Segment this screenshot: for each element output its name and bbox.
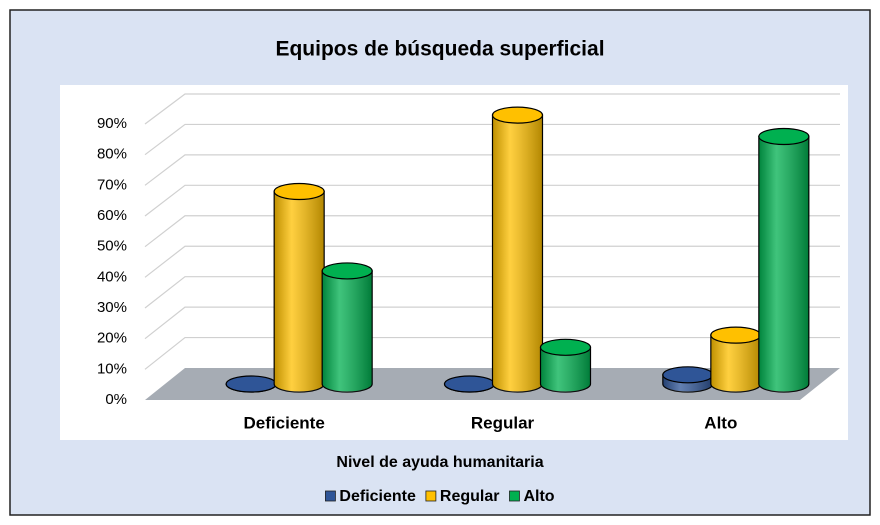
legend-label: Regular (440, 488, 500, 505)
grid-line (144, 123, 840, 156)
grid-line (144, 306, 840, 340)
grid-line (144, 93, 840, 125)
y-tick-label: 70% (97, 176, 127, 193)
legend-swatch (325, 490, 336, 502)
cylinder-shade (274, 191, 325, 392)
grid-line (144, 245, 840, 278)
y-tick-label: 60% (97, 207, 127, 224)
y-tick-label: 20% (97, 330, 127, 347)
cylinder-shade (710, 335, 761, 392)
grid-line (144, 276, 840, 309)
cylinder-shade (540, 347, 591, 392)
cylinder-top (539, 338, 592, 356)
cylinder-top (273, 182, 325, 201)
grid-line (144, 184, 840, 217)
y-tick-label: 10% (97, 360, 127, 377)
cylinder-shade (758, 136, 809, 392)
x-axis-label: Nivel de ayuda humanitaria (336, 454, 543, 471)
y-tick-label: 0% (105, 391, 127, 408)
cylinder-top (710, 326, 762, 344)
grid-line (144, 154, 840, 186)
cylinder-top (443, 375, 496, 393)
y-tick-label: 80% (97, 146, 127, 163)
y-tick-label: 30% (97, 299, 127, 316)
y-tick-label: 50% (97, 238, 127, 255)
chart-title: Equipos de búsqueda superficial (275, 38, 604, 61)
legend-label: Alto (523, 488, 554, 505)
x-tick-label: Deficiente (244, 413, 325, 432)
cylinder-shade (492, 115, 543, 392)
grid-line (144, 215, 840, 248)
grid-line (144, 336, 840, 370)
y-tick-label: 40% (97, 268, 127, 285)
x-tick-label: Regular (471, 413, 535, 432)
legend-swatch (509, 490, 520, 502)
cylinder-top (758, 127, 810, 146)
y-tick-label: 90% (97, 115, 127, 132)
cylinder-shade (322, 270, 373, 392)
legend-swatch (425, 490, 437, 502)
legend-label: Deficiente (339, 488, 416, 505)
x-tick-label: Alto (704, 413, 737, 432)
cylinder-top (225, 375, 277, 393)
cylinder-top (662, 366, 714, 384)
cylinder-top (321, 262, 373, 280)
cylinder-top (491, 106, 544, 124)
